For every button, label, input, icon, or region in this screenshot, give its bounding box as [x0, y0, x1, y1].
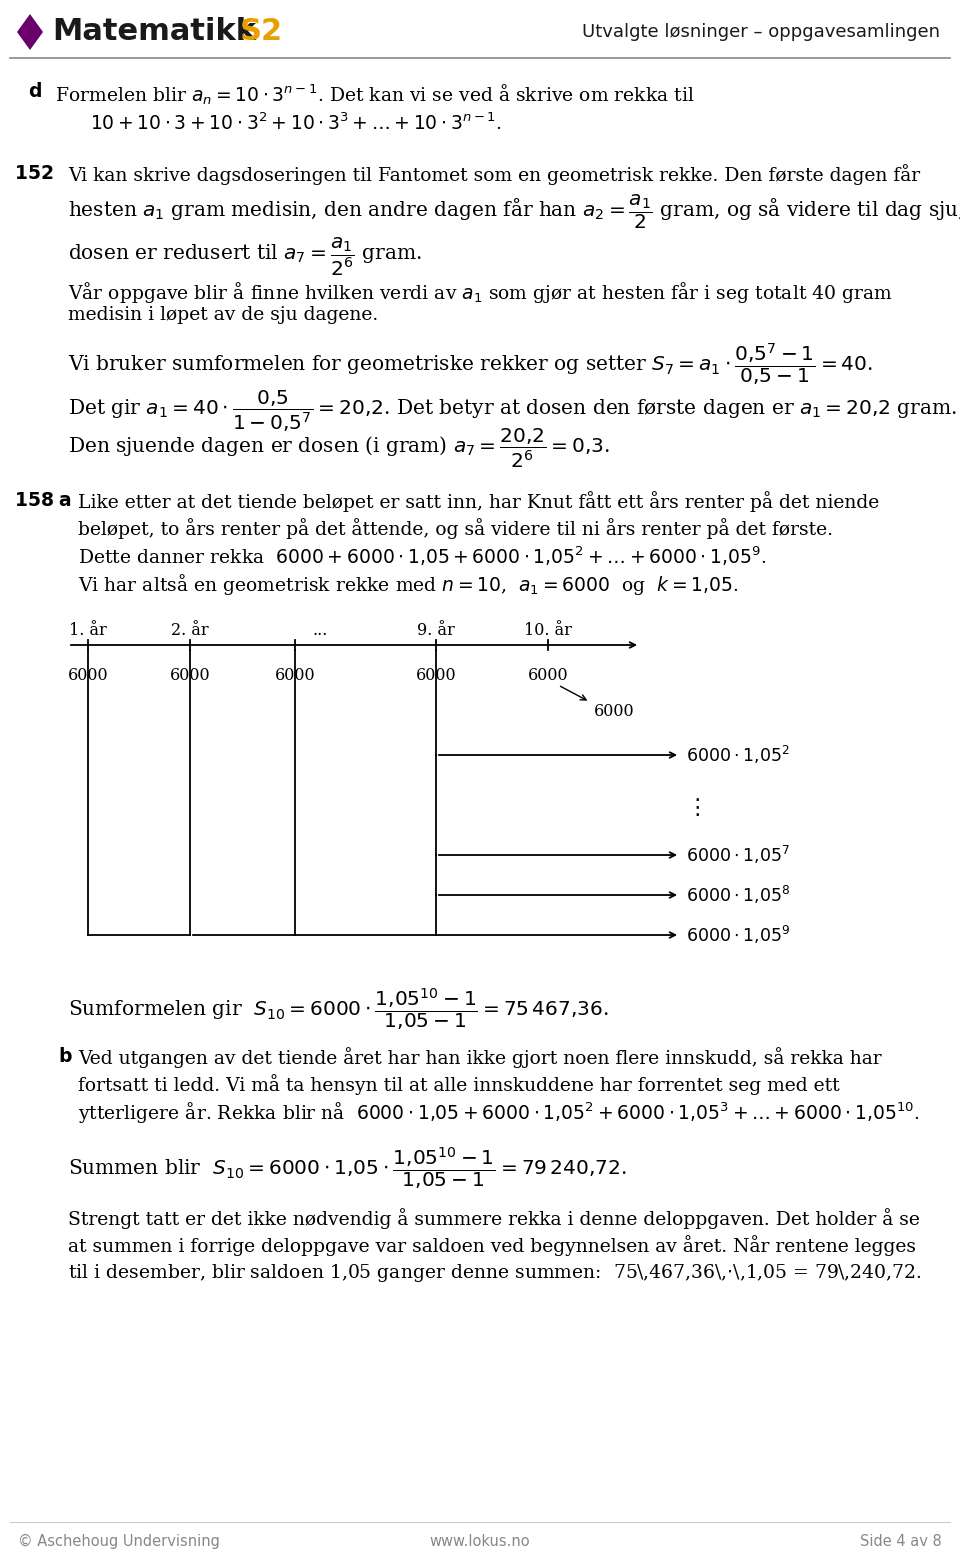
Text: Vi bruker sumformelen for geometriske rekker og setter $S_7 = a_1\cdot\dfrac{0{,: Vi bruker sumformelen for geometriske re… — [68, 342, 873, 389]
Text: 6000: 6000 — [528, 667, 568, 684]
Text: fortsatt ti ledd. Vi må ta hensyn til at alle innskuddene har forrentet seg med : fortsatt ti ledd. Vi må ta hensyn til at… — [78, 1075, 840, 1095]
Text: Ved utgangen av det tiende året har han ikke gjort noen flere innskudd, så rekka: Ved utgangen av det tiende året har han … — [78, 1047, 881, 1068]
Text: © Aschehoug Undervisning: © Aschehoug Undervisning — [18, 1534, 220, 1550]
Text: $\mathbf{158}$: $\mathbf{158}$ — [14, 490, 54, 511]
Text: $10+10\cdot 3+10\cdot 3^2+10\cdot 3^3+\ldots+10\cdot 3^{n-1}$.: $10+10\cdot 3+10\cdot 3^2+10\cdot 3^3+\l… — [90, 112, 502, 133]
Text: Strengt tatt er det ikke nødvendig å summere rekka i denne deloppgaven. Det hold: Strengt tatt er det ikke nødvendig å sum… — [68, 1207, 920, 1229]
Text: medisin i løpet av de sju dagene.: medisin i løpet av de sju dagene. — [68, 306, 378, 323]
Text: 6000: 6000 — [594, 703, 635, 720]
Text: $6000\cdot 1{,}05^7$: $6000\cdot 1{,}05^7$ — [686, 843, 790, 865]
Text: beløpet, to års renter på det åttende, og så videre til ni års renter på det før: beløpet, to års renter på det åttende, o… — [78, 519, 833, 539]
Text: Det gir $a_1 = 40\cdot\dfrac{0{,}5}{1-0{,}5^7}=20{,}2$. Det betyr at dosen den f: Det gir $a_1 = 40\cdot\dfrac{0{,}5}{1-0{… — [68, 387, 957, 434]
Text: til i desember, blir saldoen 1,05 ganger denne summen:  75\,467,36\,$\cdot$\,1,0: til i desember, blir saldoen 1,05 ganger… — [68, 1262, 922, 1284]
Text: 6000: 6000 — [170, 667, 210, 684]
Text: Sumformelen gir  $S_{10}=6000\cdot\dfrac{1{,}05^{10}-1}{1{,}05-1}=75\,467{,}36$.: Sumformelen gir $S_{10}=6000\cdot\dfrac{… — [68, 987, 609, 1032]
Text: Formelen blir $a_n = 10\cdot 3^{n-1}$. Det kan vi se ved å skrive om rekka til: Formelen blir $a_n = 10\cdot 3^{n-1}$. D… — [55, 81, 695, 106]
Text: 9. år: 9. år — [418, 622, 455, 639]
Text: $6000\cdot 1{,}05^8$: $6000\cdot 1{,}05^8$ — [686, 884, 790, 906]
Text: Summen blir  $S_{10}=6000\cdot 1{,}05\cdot\dfrac{1{,}05^{10}-1}{1{,}05-1}=79\,24: Summen blir $S_{10}=6000\cdot 1{,}05\cdo… — [68, 1147, 627, 1192]
Text: 6000: 6000 — [68, 667, 108, 684]
Text: $\mathbf{b}$: $\mathbf{b}$ — [58, 1047, 73, 1065]
Text: Den sjuende dagen er dosen (i gram) $a_7 = \dfrac{20{,}2}{2^6}=0{,}3$.: Den sjuende dagen er dosen (i gram) $a_7… — [68, 426, 611, 470]
Text: $\vdots$: $\vdots$ — [686, 797, 700, 818]
Text: ...: ... — [312, 622, 327, 639]
Text: $6000\cdot 1{,}05^2$: $6000\cdot 1{,}05^2$ — [686, 744, 790, 765]
Text: $\mathbf{152}$: $\mathbf{152}$ — [14, 164, 54, 183]
Text: www.lokus.no: www.lokus.no — [430, 1534, 530, 1550]
Text: 2. år: 2. år — [171, 622, 209, 639]
Text: Vår oppgave blir å finne hvilken verdi av $a_1$ som gjør at hesten får i seg tot: Vår oppgave blir å finne hvilken verdi a… — [68, 280, 893, 305]
Text: S2: S2 — [240, 17, 283, 47]
Polygon shape — [17, 14, 43, 50]
Text: 10. år: 10. år — [524, 622, 572, 639]
Text: Utvalgte løsninger – oppgavesamlingen: Utvalgte løsninger – oppgavesamlingen — [582, 23, 940, 41]
Text: $\mathbf{a}$: $\mathbf{a}$ — [58, 490, 71, 511]
Text: ytterligere år. Rekka blir nå  $6000\cdot 1{,}05+6000\cdot 1{,}05^2+6000\cdot 1{: ytterligere år. Rekka blir nå $6000\cdot… — [78, 1101, 920, 1126]
Text: $\mathbf{d}$: $\mathbf{d}$ — [28, 81, 42, 102]
Text: Like etter at det tiende beløpet er satt inn, har Knut fått ett års renter på de: Like etter at det tiende beløpet er satt… — [78, 490, 879, 512]
Text: dosen er redusert til $a_7 = \dfrac{a_1}{2^6}$ gram.: dosen er redusert til $a_7 = \dfrac{a_1}… — [68, 236, 421, 278]
Text: Matematikk: Matematikk — [52, 17, 256, 47]
Text: 6000: 6000 — [416, 667, 456, 684]
Text: hesten $a_1$ gram medisin, den andre dagen får han $a_2 = \dfrac{a_1}{2}$ gram, : hesten $a_1$ gram medisin, den andre dag… — [68, 192, 960, 231]
Text: 1. år: 1. år — [69, 622, 107, 639]
Text: 6000: 6000 — [275, 667, 315, 684]
Text: Vi kan skrive dagsdoseringen til Fantomet som en geometrisk rekke. Den første da: Vi kan skrive dagsdoseringen til Fantome… — [68, 164, 920, 184]
Text: Dette danner rekka  $6000+6000\cdot 1{,}05+6000\cdot 1{,}05^2+\ldots+6000\cdot 1: Dette danner rekka $6000+6000\cdot 1{,}0… — [78, 545, 766, 569]
Text: Vi har altså en geometrisk rekke med $n=10$,  $a_1=6000$  og  $k=1{,}05$.: Vi har altså en geometrisk rekke med $n=… — [78, 572, 738, 597]
Text: at summen i forrige deloppgave var saldoen ved begynnelsen av året. Når rentene : at summen i forrige deloppgave var saldo… — [68, 1236, 916, 1256]
Text: $6000\cdot 1{,}05^9$: $6000\cdot 1{,}05^9$ — [686, 925, 790, 947]
Text: Side 4 av 8: Side 4 av 8 — [860, 1534, 942, 1550]
